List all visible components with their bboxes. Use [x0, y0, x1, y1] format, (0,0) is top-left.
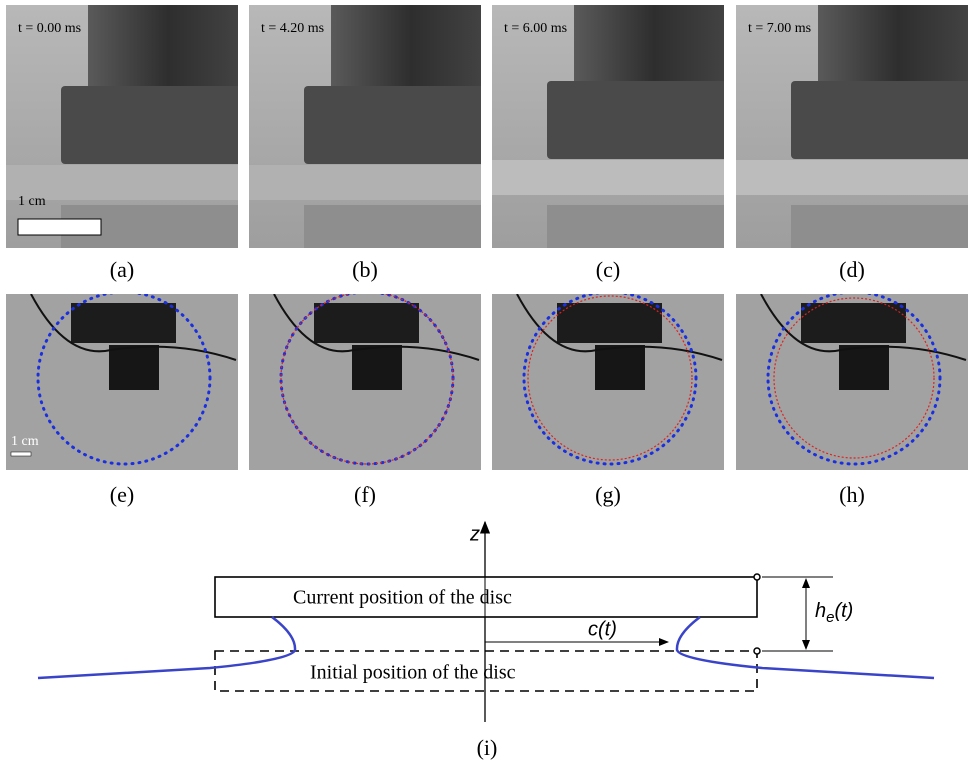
scale-bar	[17, 218, 102, 236]
scale-label: 1 cm	[18, 194, 46, 209]
disc	[304, 86, 481, 164]
disc	[61, 86, 238, 164]
free-surface-left	[37, 616, 297, 680]
photo	[492, 294, 724, 470]
photo: t = 4.20 ms	[249, 5, 481, 248]
liquid	[6, 165, 238, 200]
caption: (a)	[110, 257, 134, 282]
probe-top	[557, 303, 662, 343]
time-label: t = 7.00 ms	[748, 21, 811, 36]
diagram: z Current position of the disc Initial p…	[37, 520, 935, 760]
caption: (c)	[596, 257, 620, 282]
probe	[352, 345, 402, 390]
rod	[818, 5, 968, 90]
disc	[791, 81, 968, 159]
probe	[595, 345, 645, 390]
photo-row-2: 1 cm (e) (f) (g) (h)	[6, 294, 968, 507]
liquid	[736, 160, 968, 195]
marker-top	[753, 573, 761, 581]
scale-label: 1 cm	[11, 434, 39, 449]
contact-line	[522, 294, 698, 466]
c-label: c(t)	[588, 618, 617, 640]
probe-top	[801, 303, 906, 343]
rod	[88, 5, 238, 90]
contact-line	[766, 294, 942, 466]
z-label: z	[469, 523, 480, 545]
current-label: Current position of the disc	[293, 587, 512, 609]
h-main: h	[815, 600, 826, 622]
disc-edge	[773, 297, 935, 459]
scale-bar	[10, 451, 32, 457]
current-disc	[214, 576, 758, 618]
liquid	[249, 165, 481, 200]
time-label: t = 0.00 ms	[18, 21, 81, 36]
probe	[839, 345, 889, 390]
caption: (b)	[352, 257, 378, 282]
h-sub: e	[826, 609, 834, 626]
photo: t = 0.00 ms 1 cm	[6, 5, 238, 248]
marker-bottom	[753, 647, 761, 655]
h-label: he(t)	[815, 600, 853, 626]
disc-edge	[527, 295, 693, 461]
caption: (i)	[477, 735, 498, 760]
caption: (h)	[839, 482, 865, 507]
caption: (e)	[110, 482, 134, 507]
initial-label: Initial position of the disc	[310, 662, 516, 684]
photo	[249, 294, 481, 470]
photo: t = 7.00 ms	[736, 5, 968, 248]
photo: t = 6.00 ms	[492, 5, 724, 248]
photo: 1 cm	[6, 294, 238, 470]
time-label: t = 4.20 ms	[261, 21, 324, 36]
reflection	[547, 205, 724, 248]
photo	[736, 294, 968, 470]
disc-edge	[280, 294, 454, 465]
time-label: t = 6.00 ms	[504, 21, 567, 36]
free-surface-right	[675, 616, 935, 680]
initial-disc	[214, 650, 758, 692]
photo-row-1: t = 0.00 ms 1 cm (a) t = 4.20 ms (b) t = 6.00…	[6, 5, 968, 282]
caption: (f)	[354, 482, 376, 507]
reflection	[791, 205, 968, 248]
caption: (g)	[595, 482, 621, 507]
liquid	[492, 160, 724, 195]
probe	[109, 345, 159, 390]
contact-line	[36, 294, 212, 466]
probe-top	[71, 303, 176, 343]
rod	[574, 5, 724, 90]
probe-top	[314, 303, 419, 343]
reflection	[304, 205, 481, 248]
rod	[331, 5, 481, 90]
caption: (d)	[839, 257, 865, 282]
disc	[547, 81, 724, 159]
h-rest: (t)	[834, 600, 853, 622]
